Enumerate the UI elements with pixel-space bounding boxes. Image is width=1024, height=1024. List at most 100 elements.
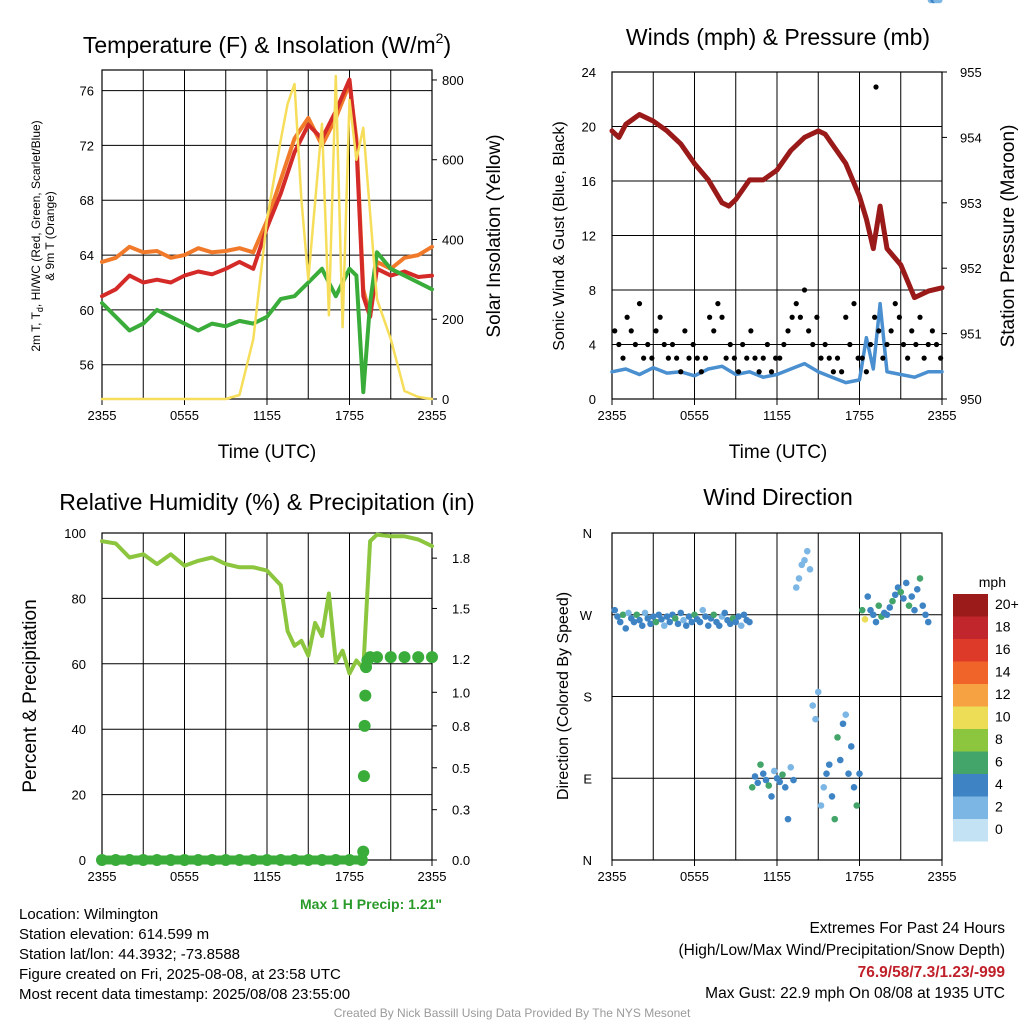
- dir-point: [630, 618, 638, 626]
- winds-gust-point: [785, 328, 791, 334]
- dir-point: [845, 770, 852, 778]
- winds-gust-point: [740, 341, 746, 348]
- dir-point: [754, 779, 762, 787]
- rh-precip-point: [96, 854, 108, 866]
- temp-title-close: ): [443, 32, 451, 58]
- rh-precip-point: [233, 854, 246, 866]
- dir-point: [919, 602, 927, 609]
- dir-point: [751, 773, 759, 780]
- dir-point: [889, 597, 896, 605]
- winds-y2-tick-label: 955: [960, 65, 982, 80]
- rh-precip-point: [412, 651, 425, 664]
- rh-y2-tick-label: 0.5: [452, 761, 470, 776]
- temp-title: Temperature (F) & Insolation (W/m2): [83, 30, 451, 58]
- winds-gust-point: [880, 355, 886, 361]
- winds-gust-point: [760, 355, 766, 361]
- extremes-title: Extremes For Past 24 Hours: [809, 920, 1005, 937]
- winds-gust-point: [628, 328, 634, 334]
- winds-gust-point: [834, 355, 841, 361]
- winds-gust-point: [900, 341, 907, 348]
- dir-point: [828, 793, 836, 800]
- dir-point: [803, 547, 811, 555]
- rh-precip-point: [247, 854, 260, 866]
- dir-point: [900, 595, 907, 602]
- credit-text: Created By Nick Bassill Using Data Provi…: [333, 1006, 691, 1020]
- rh-precip-point: [316, 854, 328, 866]
- dir-point: [757, 761, 764, 768]
- dir-x-tick-label: 0555: [680, 869, 709, 884]
- winds-gust-point: [715, 301, 721, 307]
- dir-point: [666, 618, 674, 626]
- rh-precip-point: [151, 854, 163, 866]
- rh-x-tick-label: 2355: [418, 869, 447, 884]
- temp-x-tick-label: 1155: [253, 408, 281, 423]
- winds-gust-point: [686, 355, 692, 361]
- winds-gust-point: [641, 355, 647, 361]
- winds-gust-point: [612, 328, 618, 334]
- rh-precip-point: [219, 854, 232, 866]
- rh-y2-tick-label: 0.3: [452, 803, 470, 818]
- dir-point: [611, 606, 619, 614]
- dir-point: [839, 720, 847, 728]
- dir-point: [861, 615, 869, 623]
- winds-gust-point: [719, 314, 725, 320]
- dir-point: [916, 575, 924, 582]
- winds-gust-point: [847, 341, 853, 348]
- dir-point: [748, 784, 756, 791]
- dir-point: [614, 613, 621, 620]
- dir-point: [809, 702, 817, 709]
- rh-precip-point: [137, 854, 150, 866]
- winds-y2-label: Station Pressure (Maroon): [998, 125, 1019, 348]
- dir-legend-swatch: [953, 796, 988, 819]
- dir-point: [696, 618, 704, 626]
- temp-y-label-sub: d: [35, 307, 45, 312]
- dir-point: [850, 784, 858, 791]
- temp-y-tick-label: 76: [80, 84, 94, 99]
- rh-precip-point: [164, 854, 177, 866]
- rh-precip-point: [206, 854, 218, 866]
- rh-precip-point: [384, 651, 397, 664]
- winds-gust-point: [645, 341, 651, 348]
- rh-y2-tick-label: 0.8: [452, 719, 470, 734]
- dir-legend-swatch: [953, 661, 988, 684]
- rh-x-tick-label: 2355: [88, 869, 117, 884]
- dir-point: [902, 579, 910, 587]
- latlon-text: Station lat/lon: 44.3932; -73.8588: [19, 946, 241, 963]
- winds-gust-point: [929, 328, 935, 334]
- dir-point: [746, 618, 753, 626]
- winds-y-tick-label: 16: [582, 174, 596, 189]
- winds-gust-point: [735, 369, 742, 375]
- dir-point: [674, 620, 682, 628]
- winds-gust-point: [797, 314, 803, 320]
- winds-gust-point: [661, 341, 667, 348]
- winds-y-label: Sonic Wind & Gust (Blue, Black): [551, 121, 568, 350]
- winds-x-label: Time (UTC): [729, 442, 828, 463]
- rh-precip-point: [329, 854, 342, 866]
- dir-point: [633, 611, 641, 619]
- temp-y2-tick-label: 400: [442, 232, 464, 247]
- winds-gust-point: [892, 301, 898, 307]
- rh-y2-tick-label: 1.2: [452, 652, 470, 667]
- winds-gust-point: [727, 341, 733, 348]
- dir-legend-title: mph: [979, 574, 1006, 590]
- temp-y-tick-label: 60: [80, 303, 94, 318]
- rh-y-tick-label: 20: [72, 788, 86, 803]
- winds-y-tick-label: 20: [582, 120, 596, 135]
- dir-y-tick-label: N: [583, 526, 592, 541]
- dir-point: [680, 616, 687, 624]
- dir-legend-swatch: [953, 774, 988, 797]
- rh-y-tick-label: 0: [79, 853, 86, 868]
- winds-gust-point: [748, 328, 754, 334]
- winds-y-tick-label: 4: [589, 338, 596, 353]
- winds-y-tick-label: 8: [589, 283, 596, 298]
- dir-point: [762, 776, 770, 784]
- dir-legend-label: 20+: [995, 596, 1019, 612]
- dir-point: [638, 622, 646, 629]
- winds-gust-point: [682, 328, 688, 334]
- winds-gust-point: [744, 355, 750, 361]
- temp-y2-label: Solar Insolation (Yellow): [484, 134, 505, 337]
- winds-gust-point: [806, 328, 812, 334]
- winds-gust-point: [909, 328, 915, 334]
- dir-legend-swatch: [953, 616, 988, 639]
- dir-y-label: Direction (Colored By Speed): [555, 592, 572, 800]
